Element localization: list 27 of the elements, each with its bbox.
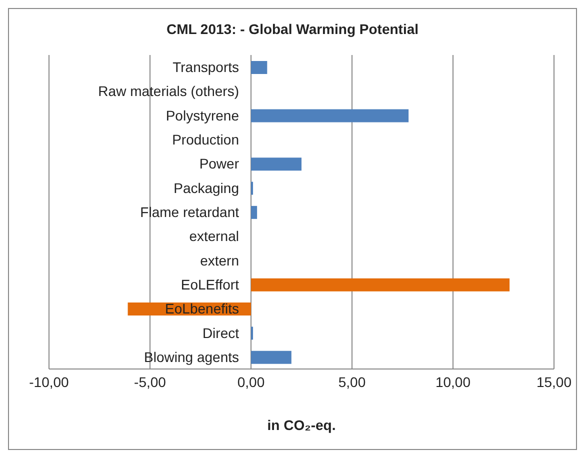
bar	[251, 61, 268, 74]
x-tick-label: 0,00	[237, 374, 265, 390]
chart-title: CML 2013: - Global Warming Potential	[165, 21, 420, 37]
x-tick-label: 5,00	[338, 374, 366, 390]
y-tick-label: Production	[172, 132, 239, 148]
y-tick-label: Polystyrene	[166, 107, 240, 124]
x-tick-label: -5,00	[134, 374, 166, 390]
y-tick-label: external	[189, 228, 239, 244]
bar	[251, 350, 292, 364]
y-tick-label: Direct	[202, 324, 240, 341]
y-tick-label: Packaging	[174, 180, 239, 196]
y-tick-label: EoLEffort	[180, 276, 240, 292]
y-tick-label: Flame retardant	[140, 204, 240, 220]
bar	[251, 278, 510, 292]
x-tick-label: 10,00	[435, 374, 471, 390]
x-tick-label: 15,00	[536, 374, 572, 390]
y-tick-label: extern	[200, 252, 239, 268]
x-axis-title: in CO₂-eq.	[266, 417, 337, 433]
bar	[251, 109, 409, 122]
y-tick-label: Transports	[172, 59, 239, 76]
y-tick-label: EoLbenefits	[165, 300, 239, 317]
bar	[251, 206, 258, 219]
bar	[251, 158, 302, 171]
y-tick-label: Blowing agents	[144, 348, 239, 365]
y-tick-label: Power	[199, 156, 240, 172]
y-tick-label: Raw materials (others)	[98, 83, 239, 100]
x-tick-label: -10,00	[29, 374, 70, 390]
